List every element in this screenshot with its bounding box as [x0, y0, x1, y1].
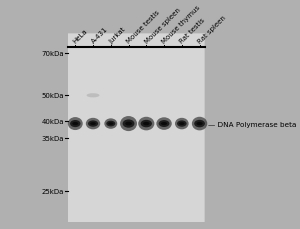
Ellipse shape [70, 120, 80, 128]
Text: 35kDa: 35kDa [42, 136, 64, 142]
Ellipse shape [88, 121, 98, 127]
Text: 50kDa: 50kDa [42, 93, 64, 99]
Ellipse shape [68, 117, 83, 131]
Ellipse shape [192, 117, 207, 131]
Ellipse shape [194, 120, 205, 128]
Ellipse shape [108, 123, 113, 125]
FancyBboxPatch shape [68, 34, 205, 222]
Text: 70kDa: 70kDa [41, 51, 64, 57]
Text: Rat spleen: Rat spleen [196, 15, 227, 45]
Ellipse shape [72, 123, 78, 126]
Ellipse shape [196, 122, 203, 126]
Ellipse shape [120, 117, 137, 131]
FancyBboxPatch shape [68, 35, 204, 222]
Ellipse shape [159, 121, 170, 128]
Ellipse shape [104, 119, 117, 129]
Text: Jurkat: Jurkat [108, 26, 126, 45]
Ellipse shape [156, 118, 172, 130]
Ellipse shape [161, 123, 167, 125]
Ellipse shape [177, 121, 187, 127]
Ellipse shape [123, 120, 134, 128]
Ellipse shape [138, 117, 154, 131]
Ellipse shape [179, 123, 184, 125]
Text: Mouse testis: Mouse testis [125, 10, 161, 45]
Ellipse shape [175, 118, 189, 130]
Text: 40kDa: 40kDa [42, 119, 64, 125]
Ellipse shape [86, 118, 100, 130]
Text: 25kDa: 25kDa [42, 188, 64, 194]
Text: HeLa: HeLa [72, 28, 89, 45]
Text: Rat testis: Rat testis [179, 17, 206, 45]
Text: A-431: A-431 [90, 26, 109, 45]
Ellipse shape [87, 94, 100, 98]
Ellipse shape [125, 122, 132, 126]
Ellipse shape [143, 122, 149, 126]
Ellipse shape [106, 121, 115, 127]
Text: — DNA Polymerase beta: — DNA Polymerase beta [208, 121, 297, 127]
Ellipse shape [141, 120, 152, 128]
Text: Mouse spleen: Mouse spleen [143, 7, 182, 45]
Ellipse shape [90, 123, 96, 125]
Text: Mouse thymus: Mouse thymus [161, 5, 202, 45]
